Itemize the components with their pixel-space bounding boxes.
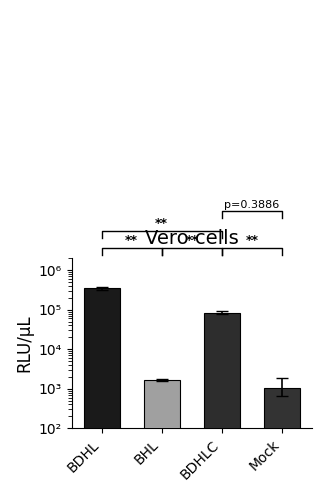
- Bar: [144, 380, 180, 497]
- Text: p=0.3886: p=0.3886: [224, 200, 280, 210]
- Text: **: **: [125, 234, 138, 248]
- Bar: [84, 288, 120, 497]
- Bar: [264, 388, 300, 497]
- Bar: [204, 313, 240, 497]
- Text: **: **: [185, 234, 198, 248]
- Text: **: **: [155, 217, 168, 230]
- Text: **: **: [245, 234, 258, 248]
- Y-axis label: RLU/μL: RLU/μL: [15, 315, 33, 372]
- Title: Vero cells: Vero cells: [145, 230, 239, 248]
